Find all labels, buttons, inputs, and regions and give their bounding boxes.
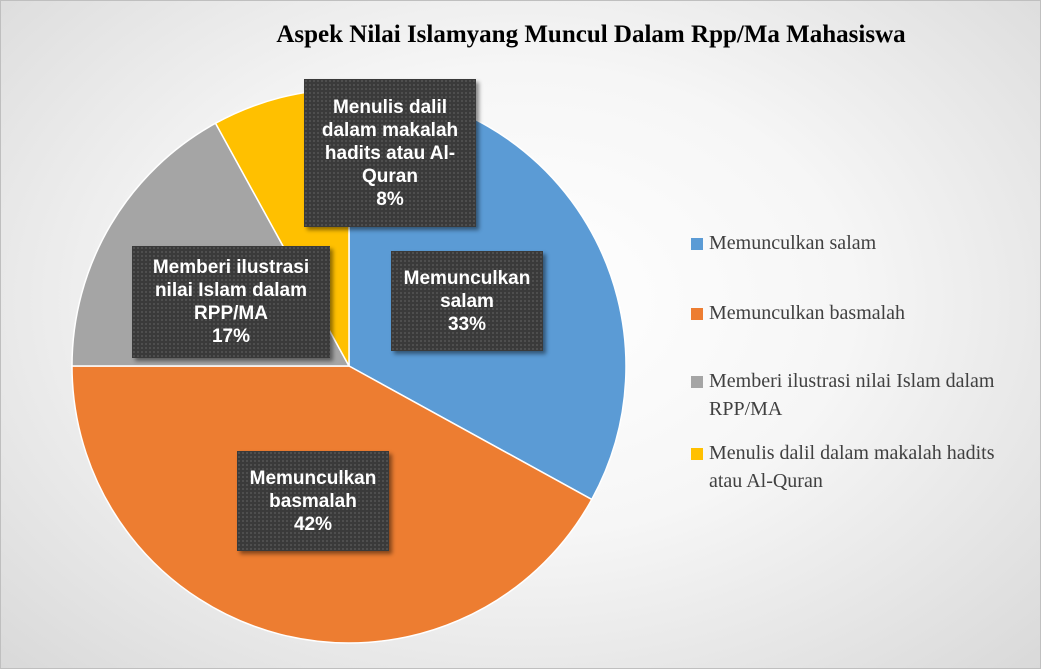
legend-item: Memberi ilustrasi nilai Islam dalam RPP/… [691, 367, 1031, 423]
legend-item: Memunculkan basmalah [691, 299, 1031, 327]
data-label: Menulis dalil dalam makalah hadits atau … [304, 79, 476, 227]
legend-item: Memunculkan salam [691, 229, 1031, 257]
legend-swatch [691, 448, 703, 460]
data-label-category: Memunculkan basmalah [249, 467, 377, 512]
legend-label: Menulis dalil dalam makalah hadits atau … [709, 442, 995, 492]
legend-label: Memunculkan salam [709, 232, 877, 254]
data-label-category: Memunculkan salam [403, 267, 531, 312]
legend-swatch [691, 238, 703, 250]
chart-title: Aspek Nilai Islamyang Muncul Dalam Rpp/M… [276, 21, 906, 48]
data-label-category: Memberi ilustrasi nilai Islam dalam RPP/… [152, 257, 310, 324]
data-label-value: 17% [211, 326, 251, 347]
data-label-value: 42% [293, 513, 333, 535]
legend: Memunculkan salam Memunculkan basmalah Mem… [691, 229, 1031, 495]
data-label-value: 33% [447, 313, 487, 335]
legend-item: Menulis dalil dalam makalah hadits atau … [691, 439, 1031, 495]
data-label: Memberi ilustrasi nilai Islam dalam RPP/… [132, 246, 330, 358]
legend-swatch [691, 308, 703, 320]
data-label: Memunculkan basmalah 42% [237, 451, 389, 551]
data-label: Memunculkan salam 33% [391, 251, 543, 351]
data-label-value: 8% [376, 188, 404, 210]
legend-swatch [691, 376, 703, 388]
legend-label: Memunculkan basmalah [709, 302, 906, 324]
legend-label: Memberi ilustrasi nilai Islam dalam RPP/… [709, 370, 995, 420]
data-label-category: Menulis dalil dalam makalah hadits atau … [321, 96, 459, 187]
